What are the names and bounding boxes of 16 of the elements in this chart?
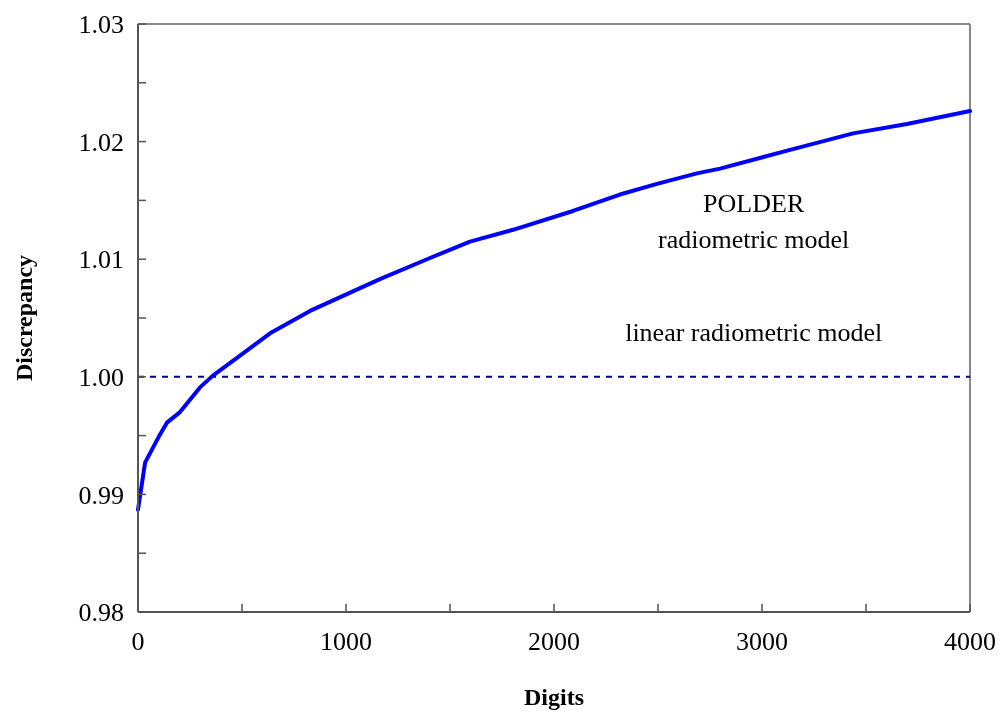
x-tick-label: 1000 (320, 627, 372, 656)
y-tick-label: 1.02 (78, 127, 124, 157)
y-axis-title: Discrepancy (11, 254, 37, 382)
series-label: POLDER radiometric model (658, 189, 850, 255)
y-tick-label: 0.99 (78, 480, 124, 510)
line-series (136, 109, 972, 512)
x-tick-label: 3000 (736, 627, 788, 656)
x-tick-label: 4000 (944, 627, 996, 656)
y-tick-label: 0.98 (78, 598, 124, 628)
x-tick-label: 2000 (528, 627, 580, 656)
y-tick-label: 1.03 (78, 10, 124, 40)
ref-line-label: linear radiometric model (625, 317, 883, 347)
y-tick-label: 1.01 (78, 245, 124, 275)
x-tick-label: 0 (131, 627, 145, 656)
text: 1.00 (78, 362, 124, 392)
x-axis-title: Digits (524, 684, 584, 710)
